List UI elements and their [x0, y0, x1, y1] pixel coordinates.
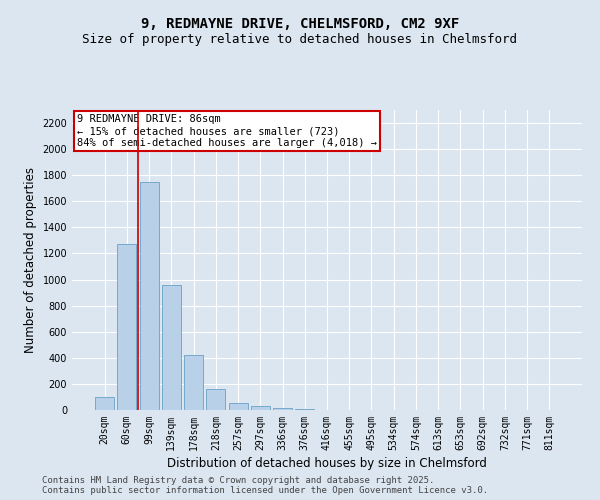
X-axis label: Distribution of detached houses by size in Chelmsford: Distribution of detached houses by size … [167, 457, 487, 470]
Y-axis label: Number of detached properties: Number of detached properties [24, 167, 37, 353]
Text: Contains HM Land Registry data © Crown copyright and database right 2025.
Contai: Contains HM Land Registry data © Crown c… [42, 476, 488, 495]
Text: 9, REDMAYNE DRIVE, CHELMSFORD, CM2 9XF: 9, REDMAYNE DRIVE, CHELMSFORD, CM2 9XF [141, 18, 459, 32]
Bar [140, 182, 158, 410]
Bar [229, 403, 248, 410]
Bar [184, 355, 203, 410]
Bar [206, 389, 225, 410]
Bar [273, 408, 292, 410]
Bar [162, 285, 181, 410]
Bar [251, 406, 270, 410]
Bar [118, 244, 136, 410]
Text: 9 REDMAYNE DRIVE: 86sqm
← 15% of detached houses are smaller (723)
84% of semi-d: 9 REDMAYNE DRIVE: 86sqm ← 15% of detache… [77, 114, 377, 148]
Text: Size of property relative to detached houses in Chelmsford: Size of property relative to detached ho… [83, 32, 517, 46]
Bar [95, 397, 114, 410]
